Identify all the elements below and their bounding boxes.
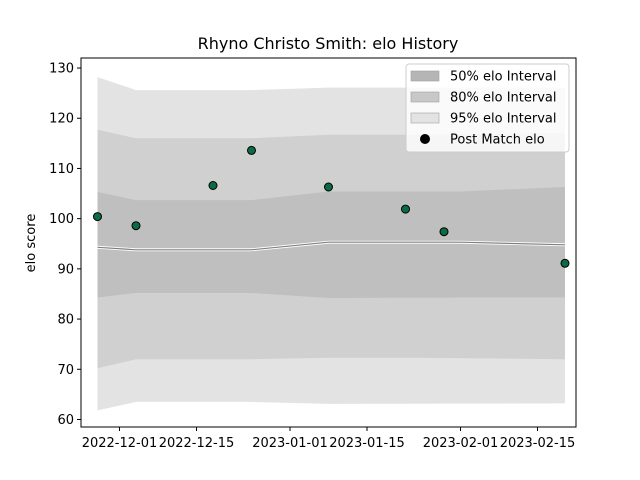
legend: 50% elo Interval 80% elo Interval 95% elo …	[405, 63, 570, 153]
legend-label: 80% elo Interval	[450, 91, 557, 106]
x-tick-label: 2023-01-15	[329, 436, 405, 451]
x-tick-label: 2023-02-01	[423, 436, 499, 451]
post-match-point	[439, 227, 449, 237]
y-axis: 60 70 80 90 100 110 120 130	[49, 62, 81, 428]
legend-label: 50% elo Interval	[450, 70, 557, 85]
chart-title: Rhyno Christo Smith: elo History	[198, 34, 459, 53]
x-tick-label: 2022-12-01	[82, 436, 158, 451]
legend-label: 95% elo Interval	[450, 112, 557, 127]
legend-swatch	[410, 91, 440, 103]
y-tick-label: 120	[49, 112, 74, 127]
legend-swatch	[410, 112, 440, 124]
mean-line-group	[97, 240, 566, 252]
y-tick-label: 100	[49, 212, 74, 227]
post-match-point	[560, 258, 570, 268]
post-match-point	[131, 221, 141, 231]
post-match-point	[324, 182, 333, 192]
legend-label: Post Match elo	[450, 133, 545, 148]
x-tick-label: 2023-02-15	[500, 436, 576, 451]
y-tick-label: 130	[49, 62, 74, 77]
y-tick-label: 110	[49, 162, 74, 177]
x-tick-label: 2022-12-15	[159, 436, 235, 451]
mean-line	[97, 241, 566, 251]
x-tick-label: 2023-01-01	[252, 436, 328, 451]
y-tick-label: 80	[57, 313, 74, 328]
legend-marker	[420, 134, 430, 144]
legend-box	[405, 63, 570, 153]
post-match-point	[247, 145, 256, 155]
x-axis: 2022-12-01 2022-12-15 2023-01-01 2023-01-15…	[82, 427, 576, 451]
post-match-point	[93, 212, 102, 222]
y-axis-label: elo score	[24, 214, 39, 273]
y-tick-label: 70	[57, 363, 74, 378]
post-match-point	[401, 204, 410, 214]
post-match-point	[208, 181, 218, 190]
legend-swatch	[410, 70, 440, 82]
y-tick-label: 60	[57, 413, 74, 428]
y-tick-label: 90	[57, 262, 74, 277]
post-match-points	[93, 145, 570, 268]
plot-frame	[80, 57, 577, 428]
